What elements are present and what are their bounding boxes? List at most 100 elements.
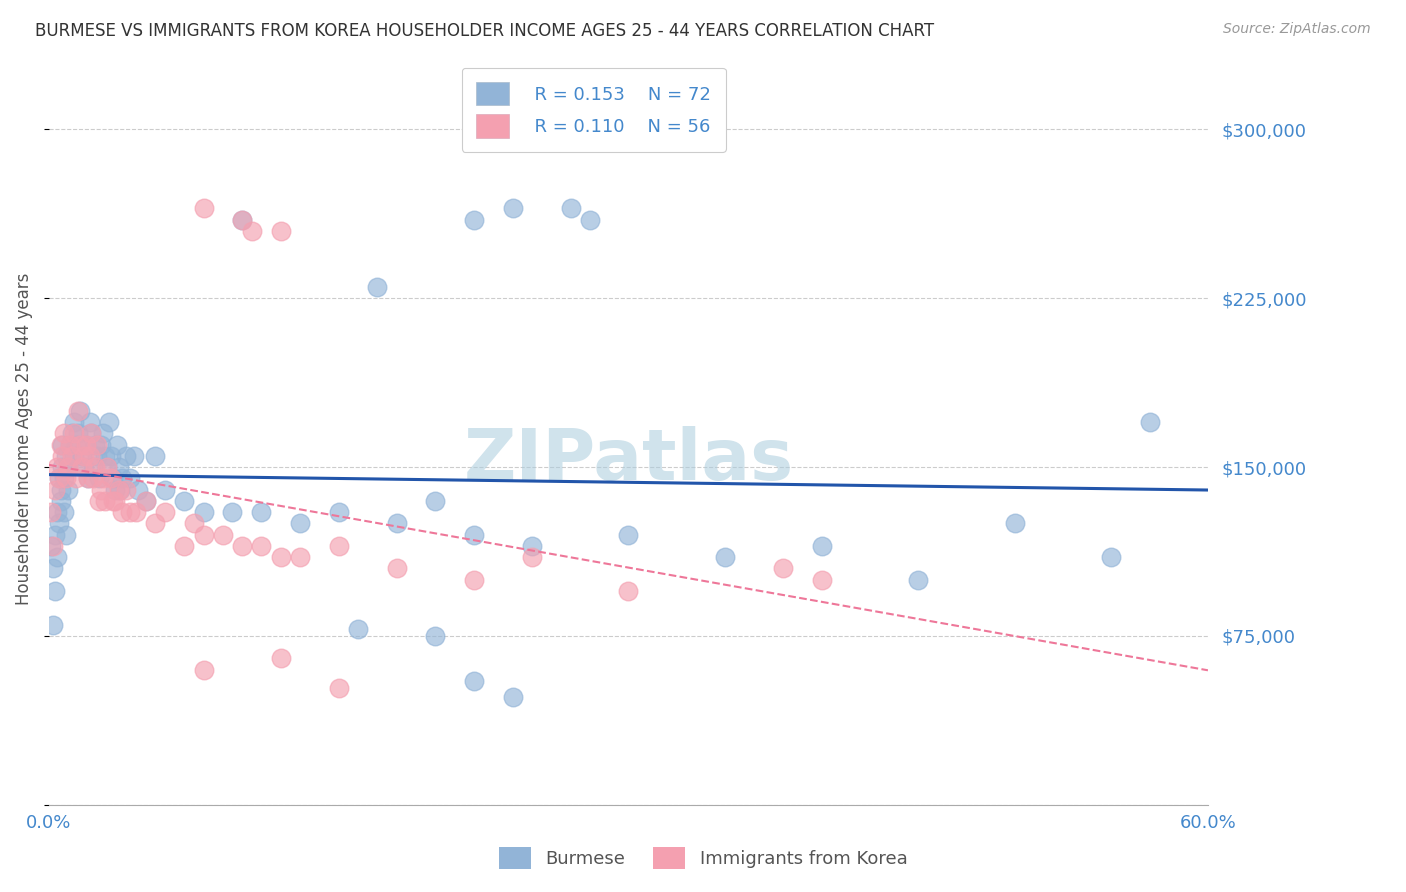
Point	[270, 550, 292, 565]
Point	[75, 437, 97, 451]
Point	[502, 201, 524, 215]
Point	[714, 550, 737, 565]
Point	[53, 426, 76, 441]
Point	[45, 550, 67, 565]
Point	[772, 561, 794, 575]
Point	[63, 426, 86, 441]
Point	[53, 505, 76, 519]
Point	[79, 449, 101, 463]
Point	[60, 426, 83, 441]
Point	[89, 493, 111, 508]
Point	[135, 493, 157, 508]
Point	[560, 201, 582, 215]
Point	[100, 449, 122, 463]
Point	[45, 505, 67, 519]
Point	[59, 437, 82, 451]
Point	[1004, 516, 1026, 531]
Point	[80, 426, 103, 441]
Point	[153, 505, 176, 519]
Point	[617, 583, 640, 598]
Point	[110, 483, 132, 497]
Point	[111, 471, 134, 485]
Point	[96, 460, 118, 475]
Point	[49, 437, 72, 451]
Text: ZIPatlas: ZIPatlas	[464, 426, 793, 495]
Point	[907, 573, 929, 587]
Point	[463, 573, 485, 587]
Point	[66, 426, 89, 441]
Point	[86, 437, 108, 451]
Point	[425, 629, 447, 643]
Point	[288, 516, 311, 531]
Point	[385, 561, 408, 575]
Point	[288, 550, 311, 565]
Point	[143, 516, 166, 531]
Point	[58, 460, 80, 475]
Point	[143, 449, 166, 463]
Point	[221, 505, 243, 519]
Point	[104, 483, 127, 497]
Point	[49, 483, 72, 497]
Point	[270, 651, 292, 665]
Y-axis label: Householder Income Ages 25 - 44 years: Householder Income Ages 25 - 44 years	[15, 273, 32, 605]
Point	[39, 539, 62, 553]
Point	[80, 426, 103, 441]
Point	[125, 505, 148, 519]
Point	[115, 449, 138, 463]
Point	[97, 415, 120, 429]
Point	[84, 460, 107, 475]
Point	[107, 460, 129, 475]
Point	[520, 550, 543, 565]
Point	[810, 539, 832, 553]
Point	[86, 449, 108, 463]
Point	[520, 539, 543, 553]
Point	[250, 505, 273, 519]
Legend: Burmese, Immigrants from Korea: Burmese, Immigrants from Korea	[489, 838, 917, 879]
Point	[173, 493, 195, 508]
Point	[328, 539, 350, 553]
Point	[173, 539, 195, 553]
Point	[84, 437, 107, 451]
Point	[90, 437, 112, 451]
Point	[127, 483, 149, 497]
Point	[463, 527, 485, 541]
Point	[69, 404, 91, 418]
Point	[42, 539, 65, 553]
Point	[231, 212, 253, 227]
Point	[55, 527, 77, 541]
Point	[79, 415, 101, 429]
Point	[63, 449, 86, 463]
Point	[55, 471, 77, 485]
Legend:   R = 0.153    N = 72,   R = 0.110    N = 56: R = 0.153 N = 72, R = 0.110 N = 56	[461, 68, 725, 152]
Point	[73, 449, 96, 463]
Point	[39, 505, 62, 519]
Point	[328, 505, 350, 519]
Point	[193, 527, 215, 541]
Point	[193, 201, 215, 215]
Point	[1139, 415, 1161, 429]
Point	[51, 437, 73, 451]
Point	[135, 493, 157, 508]
Point	[69, 437, 91, 451]
Point	[51, 449, 73, 463]
Point	[250, 539, 273, 553]
Point	[366, 280, 388, 294]
Point	[76, 471, 98, 485]
Point	[122, 449, 145, 463]
Point	[617, 527, 640, 541]
Point	[82, 460, 104, 475]
Point	[347, 622, 370, 636]
Point	[58, 483, 80, 497]
Point	[101, 471, 124, 485]
Point	[82, 471, 104, 485]
Point	[44, 483, 66, 497]
Point	[107, 483, 129, 497]
Point	[111, 505, 134, 519]
Point	[51, 460, 73, 475]
Point	[91, 426, 114, 441]
Point	[60, 449, 83, 463]
Text: Source: ZipAtlas.com: Source: ZipAtlas.com	[1223, 22, 1371, 37]
Point	[91, 471, 114, 485]
Point	[55, 449, 77, 463]
Point	[193, 663, 215, 677]
